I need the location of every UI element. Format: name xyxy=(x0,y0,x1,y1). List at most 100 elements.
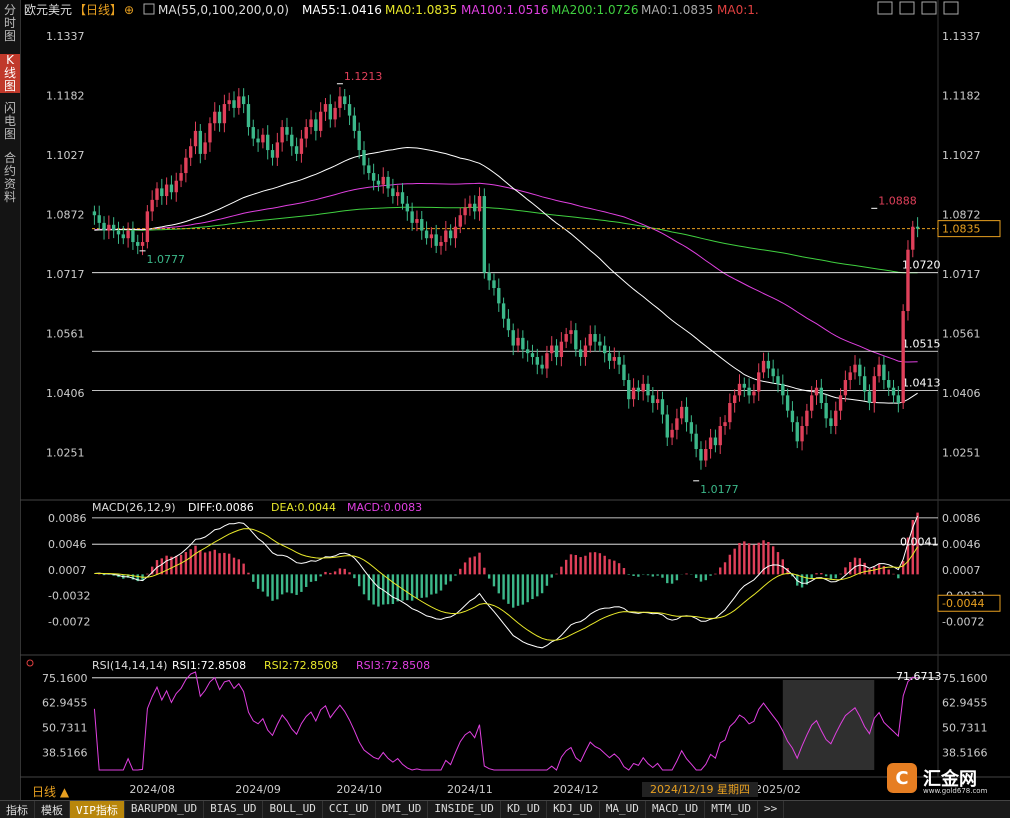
rsi-line xyxy=(93,671,918,771)
bottom-tab-5[interactable]: BOLL_UD xyxy=(263,801,323,818)
price-tick-right-7: 1.0251 xyxy=(942,446,981,459)
rsi-line-label: 71.6713 xyxy=(896,670,942,683)
price-tick-left-2: 1.1027 xyxy=(46,149,85,162)
rsi-legend-2: RSI3:72.8508 xyxy=(356,659,430,672)
candle-body xyxy=(699,449,703,461)
candle-body xyxy=(453,226,458,239)
header-title-0: 欧元美元 xyxy=(24,3,72,17)
candle-body xyxy=(622,364,626,381)
candle-body xyxy=(497,288,501,304)
candle-body xyxy=(877,364,881,377)
candle-body xyxy=(357,130,361,151)
bottom-tab-4[interactable]: BIAS_UD xyxy=(204,801,264,818)
candle-body xyxy=(189,146,193,158)
bottom-tab-3[interactable]: BARUPDN_UD xyxy=(125,801,205,818)
rsi-params: RSI(14,14,14) xyxy=(92,659,167,672)
candle-body xyxy=(646,383,650,396)
macd-tick-left-4: -0.0072 xyxy=(48,616,90,629)
macd-dea-line xyxy=(94,528,919,641)
candle-body xyxy=(107,224,111,231)
candle-body xyxy=(386,176,390,189)
bottom-tab-13[interactable]: MTM_UD xyxy=(705,801,759,818)
candle-body xyxy=(121,234,125,239)
close-icon[interactable] xyxy=(943,1,959,15)
candle-body xyxy=(131,230,135,243)
maximize-icon[interactable] xyxy=(921,1,937,15)
rsi-legend-1: RSI2:72.8508 xyxy=(264,659,338,672)
bottom-tab-10[interactable]: KDJ_UD xyxy=(547,801,600,818)
kline-chart[interactable]: 欧元美元 【日线】 ⊕ MA(55,0,100,200,0,0) MA55:1.0416… xyxy=(20,0,1010,800)
candle-body xyxy=(858,364,862,377)
candle-body xyxy=(829,418,833,427)
candle-body xyxy=(516,337,520,346)
side-tab-3[interactable]: 合约资料 xyxy=(3,151,16,204)
candle-body xyxy=(761,360,766,373)
candle-body xyxy=(487,272,491,281)
candle-body xyxy=(333,107,337,120)
macd-tick-left-2: 0.0007 xyxy=(48,564,87,577)
rsi-legend-0: RSI1:72.8508 xyxy=(172,659,246,672)
ma-legend-1: MA0:1.0835 xyxy=(385,3,457,17)
candle-body xyxy=(150,199,154,212)
candle-body xyxy=(294,146,299,154)
macd-legend-2: MACD:0.0083 xyxy=(347,501,422,514)
candle-body xyxy=(843,380,848,396)
rsi-settings-icon[interactable] xyxy=(26,659,34,667)
logo-icon: C xyxy=(887,763,917,793)
ma200-line xyxy=(94,206,918,274)
candle-body xyxy=(111,224,116,231)
bottom-tab-12[interactable]: MACD_UD xyxy=(646,801,706,818)
bottom-tab-7[interactable]: DMI_UD xyxy=(376,801,429,818)
expand-icon[interactable] xyxy=(877,1,893,15)
candle-body xyxy=(251,127,255,139)
bottom-tab-9[interactable]: KD_UD xyxy=(501,801,548,818)
bottom-tab-1[interactable]: 模板 xyxy=(35,801,70,818)
candle-body xyxy=(655,399,660,404)
candle-body xyxy=(213,111,217,124)
candle-body xyxy=(684,406,689,423)
candle-body xyxy=(752,391,756,396)
rsi-tick-left-3: 38.5166 xyxy=(42,747,88,760)
candle-body xyxy=(155,188,159,200)
candle-body xyxy=(665,414,669,438)
bottom-tab-2[interactable]: VIP指标 xyxy=(70,801,125,818)
candle-body xyxy=(217,111,222,124)
candle-body xyxy=(208,123,212,143)
candle-body xyxy=(915,226,920,229)
candle-body xyxy=(704,449,708,461)
side-tab-0[interactable]: 分时图 xyxy=(3,3,16,43)
candle-body xyxy=(757,372,761,392)
macd-legend-1: DEA:0.0044 xyxy=(271,501,336,514)
price-tick-right-0: 1.1337 xyxy=(942,30,981,43)
candle-body xyxy=(617,357,621,365)
bottom-tab-14[interactable]: >> xyxy=(758,801,785,818)
candle-body xyxy=(598,341,602,346)
candle-body xyxy=(689,422,694,434)
ma-legend-5: MA0:1. xyxy=(717,3,759,17)
ma-legend-0: MA55:1.0416 xyxy=(302,3,382,17)
candle-body xyxy=(309,119,313,128)
candle-body xyxy=(256,138,260,143)
macd-tick-left-0: 0.0086 xyxy=(48,512,87,525)
candle-body xyxy=(434,234,438,246)
candle-body xyxy=(535,357,539,365)
bottom-tab-6[interactable]: CCI_UD xyxy=(323,801,376,818)
candle-body xyxy=(424,230,429,239)
rsi-tick-right-2: 50.7311 xyxy=(942,722,988,735)
candle-body xyxy=(607,353,612,361)
candle-body xyxy=(588,334,592,346)
side-tab-2[interactable]: 闪电图 xyxy=(3,101,16,141)
bottom-tab-0[interactable]: 指标 xyxy=(0,801,35,818)
candle-body xyxy=(280,127,284,143)
restore-icon[interactable] xyxy=(899,1,915,15)
bottom-tab-8[interactable]: INSIDE_UD xyxy=(428,801,501,818)
macd-dif-line xyxy=(94,515,919,649)
logo-url: www.gold678.com xyxy=(923,787,988,795)
candle-body xyxy=(810,395,814,411)
candle-body xyxy=(184,157,188,174)
bottom-tab-11[interactable]: MA_UD xyxy=(600,801,646,818)
macd-params: MACD(26,12,9) xyxy=(92,501,176,514)
period-selector[interactable]: 日线 ▲ xyxy=(32,785,70,799)
candle-body xyxy=(578,349,583,358)
